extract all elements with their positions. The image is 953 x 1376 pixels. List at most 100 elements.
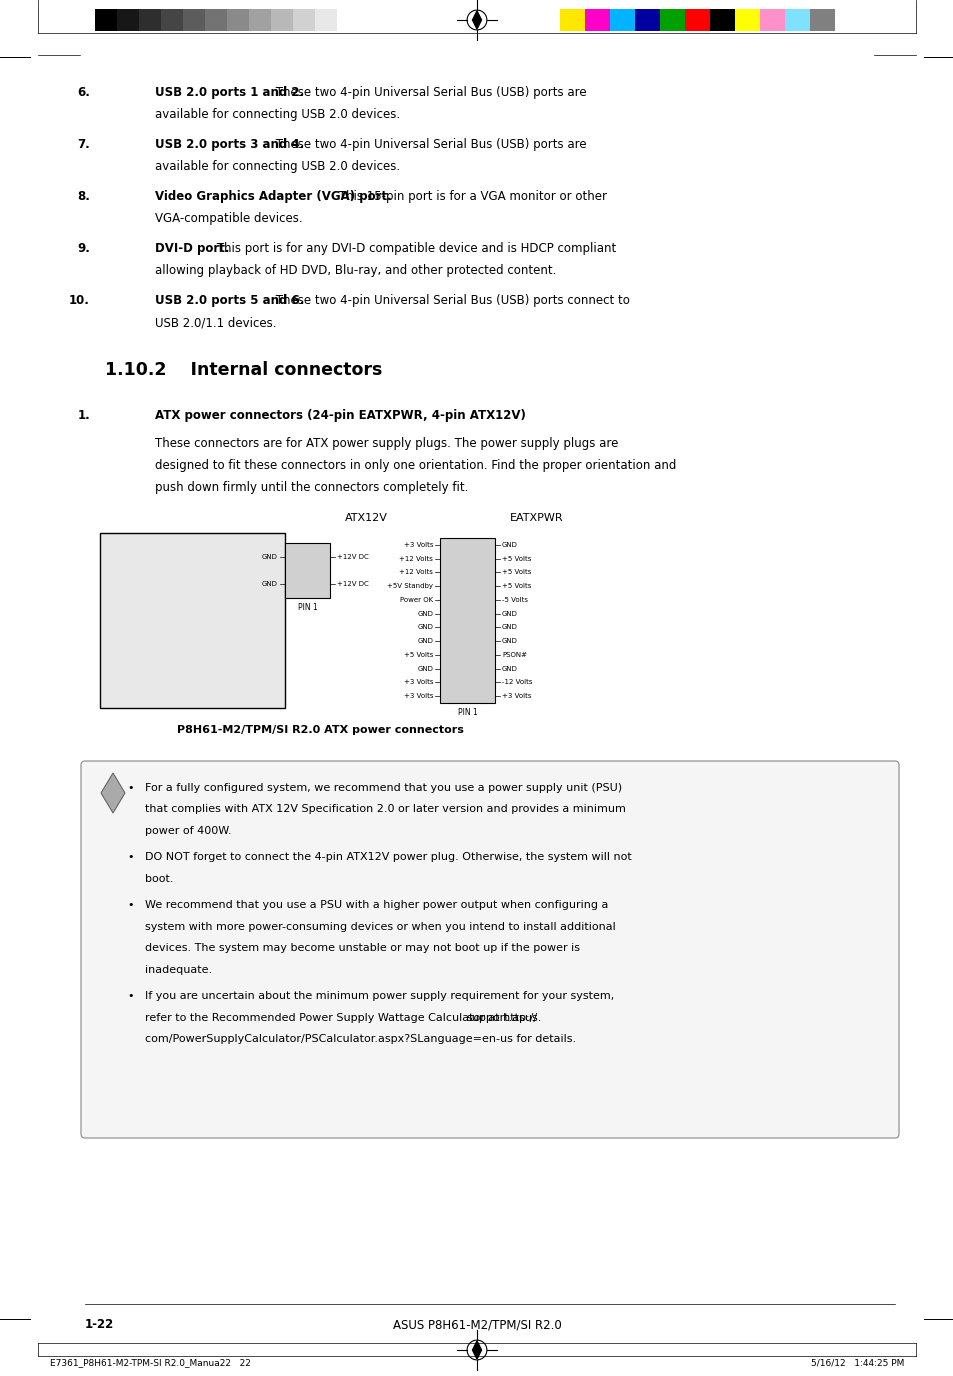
- Text: Video Graphics Adapter (VGA) port.: Video Graphics Adapter (VGA) port.: [154, 190, 392, 204]
- Text: devices. The system may become unstable or may not boot up if the power is: devices. The system may become unstable …: [145, 944, 579, 954]
- Text: GND: GND: [416, 611, 433, 616]
- Text: -5 Volts: -5 Volts: [501, 597, 527, 603]
- Text: DVI-D port.: DVI-D port.: [154, 242, 230, 255]
- Bar: [249, 10, 271, 32]
- Bar: [271, 10, 293, 32]
- Text: If you are uncertain about the minimum power supply requirement for your system,: If you are uncertain about the minimum p…: [145, 992, 614, 1002]
- Text: 9.: 9.: [77, 242, 90, 255]
- Text: GND: GND: [416, 638, 433, 644]
- Text: +12 Volts: +12 Volts: [398, 570, 433, 575]
- Bar: [684, 10, 709, 32]
- Bar: [809, 10, 834, 32]
- Bar: [609, 10, 635, 32]
- Text: These two 4-pin Universal Serial Bus (USB) ports are: These two 4-pin Universal Serial Bus (US…: [272, 87, 585, 99]
- Text: EATXPWR: EATXPWR: [510, 513, 563, 523]
- Text: P8H61-M2/TPM/SI R2.0 ATX power connectors: P8H61-M2/TPM/SI R2.0 ATX power connector…: [176, 725, 463, 735]
- Polygon shape: [472, 1342, 481, 1359]
- Text: This 15-pin port is for a VGA monitor or other: This 15-pin port is for a VGA monitor or…: [335, 190, 606, 204]
- Text: This port is for any DVI-D compatible device and is HDCP compliant: This port is for any DVI-D compatible de…: [213, 242, 616, 255]
- Bar: [285, 544, 330, 599]
- Text: +12V DC: +12V DC: [336, 553, 369, 560]
- Text: 5/16/12   1:44:25 PM: 5/16/12 1:44:25 PM: [810, 1358, 903, 1368]
- Text: 7.: 7.: [77, 138, 90, 151]
- Text: designed to fit these connectors in only one orientation. Find the proper orient: designed to fit these connectors in only…: [154, 460, 676, 472]
- Bar: [760, 10, 784, 32]
- Text: +3 Volts: +3 Volts: [403, 694, 433, 699]
- Text: 1.: 1.: [77, 409, 90, 422]
- Text: •: •: [127, 783, 133, 793]
- Text: +3 Volts: +3 Volts: [403, 680, 433, 685]
- Bar: [95, 10, 117, 32]
- Text: GND: GND: [501, 666, 517, 671]
- Text: +12 Volts: +12 Volts: [398, 556, 433, 561]
- Text: 1-22: 1-22: [85, 1318, 114, 1331]
- Text: •: •: [127, 853, 133, 863]
- Polygon shape: [472, 11, 481, 29]
- Text: +5 Volts: +5 Volts: [501, 583, 531, 589]
- Text: +5 Volts: +5 Volts: [501, 556, 531, 561]
- Text: Power OK: Power OK: [399, 597, 433, 603]
- Text: We recommend that you use a PSU with a higher power output when configuring a: We recommend that you use a PSU with a h…: [145, 900, 608, 911]
- Text: 6.: 6.: [77, 87, 90, 99]
- FancyBboxPatch shape: [81, 761, 898, 1138]
- Text: available for connecting USB 2.0 devices.: available for connecting USB 2.0 devices…: [154, 160, 399, 173]
- Text: These connectors are for ATX power supply plugs. The power supply plugs are: These connectors are for ATX power suppl…: [154, 438, 618, 450]
- Text: For a fully configured system, we recommend that you use a power supply unit (PS: For a fully configured system, we recomm…: [145, 783, 621, 793]
- Text: boot.: boot.: [145, 874, 173, 883]
- Text: available for connecting USB 2.0 devices.: available for connecting USB 2.0 devices…: [154, 107, 399, 121]
- Bar: [784, 10, 809, 32]
- Text: •: •: [127, 992, 133, 1002]
- Bar: [293, 10, 314, 32]
- Text: E7361_P8H61-M2-TPM-SI R2.0_Manua22   22: E7361_P8H61-M2-TPM-SI R2.0_Manua22 22: [50, 1358, 251, 1368]
- Bar: [336, 10, 358, 32]
- Text: PSON#: PSON#: [501, 652, 526, 658]
- Text: GND: GND: [501, 542, 517, 548]
- Text: GND: GND: [501, 638, 517, 644]
- Text: PIN 1: PIN 1: [457, 709, 476, 717]
- Bar: [100, 533, 285, 709]
- Text: -12 Volts: -12 Volts: [501, 680, 532, 685]
- Text: 10.: 10.: [69, 294, 90, 307]
- Text: GND: GND: [416, 625, 433, 630]
- Text: push down firmly until the connectors completely fit.: push down firmly until the connectors co…: [154, 482, 468, 494]
- Bar: [635, 10, 659, 32]
- Bar: [117, 10, 139, 32]
- Text: GND: GND: [262, 553, 277, 560]
- Text: USB 2.0/1.1 devices.: USB 2.0/1.1 devices.: [154, 316, 276, 329]
- Text: GND: GND: [501, 625, 517, 630]
- Text: GND: GND: [416, 666, 433, 671]
- Bar: [205, 10, 227, 32]
- Text: refer to the Recommended Power Supply Wattage Calculator at http://: refer to the Recommended Power Supply Wa…: [145, 1013, 537, 1022]
- Text: USB 2.0 ports 5 and 6.: USB 2.0 ports 5 and 6.: [154, 294, 304, 307]
- Text: +5 Volts: +5 Volts: [403, 652, 433, 658]
- Bar: [139, 10, 161, 32]
- Text: power of 400W.: power of 400W.: [145, 826, 232, 837]
- Text: 1.10.2    Internal connectors: 1.10.2 Internal connectors: [105, 361, 382, 378]
- Bar: [161, 10, 183, 32]
- Bar: [314, 10, 336, 32]
- Text: USB 2.0 ports 1 and 2.: USB 2.0 ports 1 and 2.: [154, 87, 304, 99]
- Bar: [183, 10, 205, 32]
- Text: •: •: [127, 900, 133, 911]
- Bar: [227, 10, 249, 32]
- Text: 8.: 8.: [77, 190, 90, 204]
- Text: ATX12V: ATX12V: [345, 513, 388, 523]
- Text: that complies with ATX 12V Specification 2.0 or later version and provides a min: that complies with ATX 12V Specification…: [145, 805, 625, 815]
- Text: GND: GND: [501, 611, 517, 616]
- Text: inadequate.: inadequate.: [145, 965, 212, 976]
- Text: GND: GND: [262, 581, 277, 588]
- Bar: [584, 10, 609, 32]
- Bar: [659, 10, 684, 32]
- Text: system with more power-consuming devices or when you intend to install additiona: system with more power-consuming devices…: [145, 922, 615, 932]
- Text: DO NOT forget to connect the 4-pin ATX12V power plug. Otherwise, the system will: DO NOT forget to connect the 4-pin ATX12…: [145, 853, 631, 863]
- Text: +3 Volts: +3 Volts: [403, 542, 433, 548]
- Text: ASUS P8H61-M2/TPM/SI R2.0: ASUS P8H61-M2/TPM/SI R2.0: [393, 1318, 560, 1331]
- Text: support.asus.: support.asus.: [466, 1013, 541, 1022]
- Text: PIN 1: PIN 1: [297, 603, 317, 612]
- Text: com/PowerSupplyCalculator/PSCalculator.aspx?SLanguage=en-us for details.: com/PowerSupplyCalculator/PSCalculator.a…: [145, 1035, 576, 1044]
- Text: These two 4-pin Universal Serial Bus (USB) ports are: These two 4-pin Universal Serial Bus (US…: [272, 138, 585, 151]
- Text: These two 4-pin Universal Serial Bus (USB) ports connect to: These two 4-pin Universal Serial Bus (US…: [272, 294, 629, 307]
- Text: +3 Volts: +3 Volts: [501, 694, 531, 699]
- Text: USB 2.0 ports 3 and 4.: USB 2.0 ports 3 and 4.: [154, 138, 304, 151]
- Text: +5V Standby: +5V Standby: [387, 583, 433, 589]
